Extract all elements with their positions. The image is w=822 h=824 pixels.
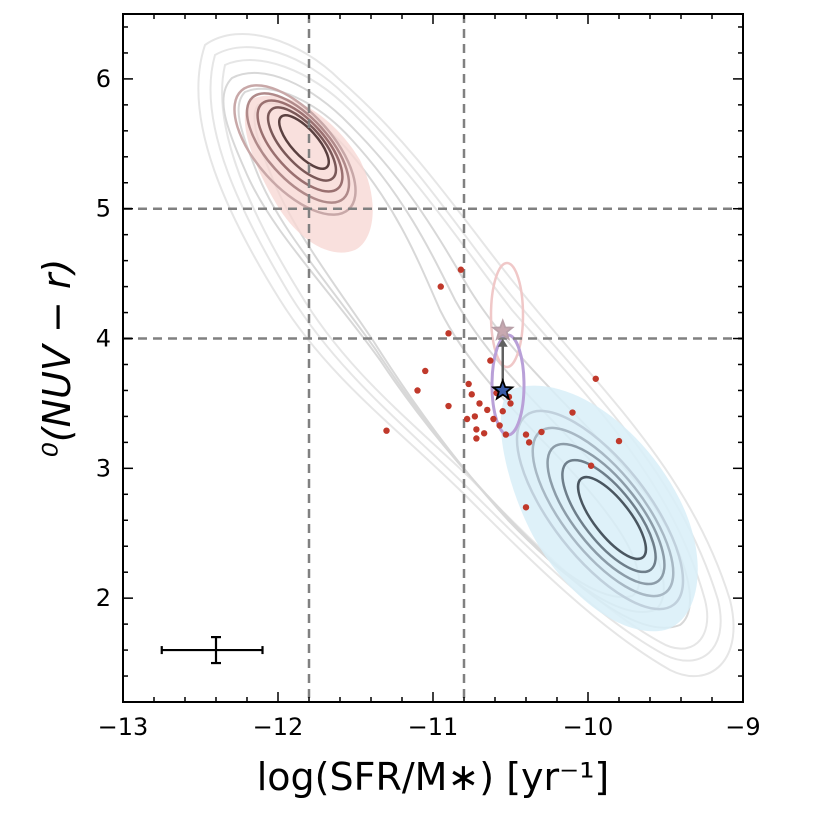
contour-mid-1 [222,71,691,629]
y-tick-label-4: 6 [96,65,111,93]
scatter-point-20 [499,408,506,415]
blue-contour-5 [576,475,648,561]
scatter-points [383,266,623,511]
scatter-point-4 [445,330,452,337]
y-tick-label-0: 2 [96,584,111,612]
scatter-point-25 [525,439,533,446]
contour-outer-3 [221,59,709,650]
reference-lines [123,14,743,702]
scatter-point-8 [465,380,472,388]
contour-outer-2 [209,46,722,662]
y-tick-label-2: 4 [96,325,111,353]
y-tick-label-3: 5 [96,195,111,223]
scatter-point-21 [502,431,510,438]
scatter-point-7 [463,415,471,423]
scatter-point-19 [496,422,503,429]
scatter-point-1 [414,387,421,394]
scatter-point-27 [538,428,545,436]
scatter-point-15 [484,406,491,414]
scatter-point-29 [587,462,595,469]
scatter-point-9 [468,391,475,398]
error-bar [160,635,264,665]
scatter-point-23 [507,400,514,407]
star-marker-0 [490,377,515,401]
scatter-point-6 [457,266,465,273]
red-contour-4 [266,106,338,182]
blue-contour-4 [561,458,657,574]
scatter-point-24 [522,431,530,438]
correction-arrow-head [497,338,508,347]
scatter-point-28 [569,409,576,416]
scatter-point-31 [615,437,623,445]
scatter-point-30 [592,375,599,382]
scatter-point-14 [480,430,488,437]
scatter-point-3 [437,283,444,290]
blue-cloud-region [500,385,698,632]
density-contours [197,32,735,678]
scatter-point-16 [487,357,494,364]
scatter-point-10 [471,413,479,420]
scatter-point-12 [473,435,480,442]
x-tick-label-2: −11 [408,713,459,741]
scatter-point-2 [422,367,429,375]
blue-contour-1 [515,409,685,611]
star-marker-1 [490,318,515,341]
scatter-point-0 [383,427,390,434]
y-tick-label-1: 3 [96,454,111,482]
scatter-point-5 [445,402,452,410]
axis-ticks [122,14,744,702]
x-tick-label-4: −9 [725,713,760,741]
x-tick-label-1: −12 [253,713,304,741]
scatter-point-13 [476,400,483,407]
y-axis-label: ⁰(NUV − r) [35,259,79,458]
contour-outer-1 [197,32,735,678]
red-contour-2 [245,92,351,204]
scatter-point-26 [522,504,530,511]
y-tick-labels: 2 3 4 5 6 [96,65,111,612]
scatter-point-11 [473,426,480,433]
pink-ellipse [489,261,525,369]
x-axis-label: log(SFR/M∗) [yr⁻¹] [257,755,610,799]
blue-contour-3 [546,442,666,586]
red-contour-3 [256,99,344,193]
x-tick-label-0: −13 [98,713,149,741]
x-tick-label-3: −10 [563,713,614,741]
star-markers [490,318,515,401]
x-tick-labels: −13 −12 −11 −10 −9 [98,713,761,741]
scatter-point-17 [490,415,497,423]
red-contour-5 [278,114,330,170]
